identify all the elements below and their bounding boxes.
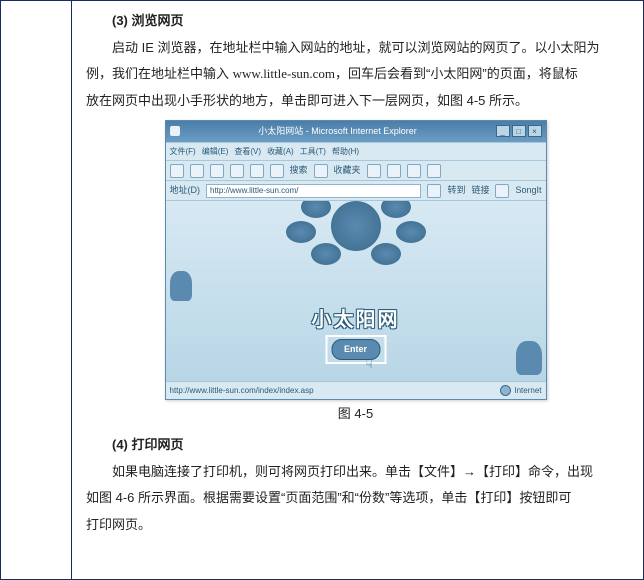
ie-window: 小太阳网站 - Microsoft Internet Explorer _ □ … — [165, 120, 547, 401]
figure-caption: 图 4-5 — [86, 402, 625, 427]
forward-icon[interactable] — [190, 164, 204, 178]
menu-edit[interactable]: 编辑(E) — [202, 144, 229, 159]
address-input[interactable] — [206, 184, 421, 198]
window-title: 小太阳网站 - Microsoft Internet Explorer — [184, 123, 492, 140]
songit-label[interactable]: SongIt — [515, 182, 541, 199]
status-zone: Internet — [500, 383, 541, 398]
sun-petal — [371, 243, 401, 265]
section-heading-browse: (3) 浏览网页 — [86, 9, 625, 34]
menu-favorites[interactable]: 收藏(A) — [267, 144, 294, 159]
figure-ie-screenshot: 小太阳网站 - Microsoft Internet Explorer _ □ … — [86, 120, 625, 401]
menu-help[interactable]: 帮助(H) — [332, 144, 359, 159]
paragraph-line: 如图 4-6 所示界面。根据需要设置“页面范围”和“份数”等选项，单击【打印】按… — [86, 486, 625, 511]
paragraph-line: 例，我们在地址栏中输入 www.little-sun.com，回车后会看到“小太… — [86, 62, 625, 87]
section-title: 打印网页 — [132, 437, 184, 452]
sun-petal — [396, 221, 426, 243]
search-icon[interactable] — [270, 164, 284, 178]
mascot-right — [516, 341, 542, 375]
mascot-left — [170, 271, 192, 301]
zone-label: Internet — [514, 383, 541, 398]
window-titlebar: 小太阳网站 - Microsoft Internet Explorer _ □ … — [166, 121, 546, 142]
mail-icon[interactable] — [407, 164, 421, 178]
go-icon[interactable] — [427, 184, 441, 198]
search-label[interactable]: 搜索 — [290, 162, 308, 179]
back-icon[interactable] — [170, 164, 184, 178]
status-url: http://www.little-sun.com/index/index.as… — [170, 383, 314, 398]
text-run: 例，我们在地址栏中输入 — [86, 66, 233, 81]
favorites-icon[interactable] — [314, 164, 328, 178]
paragraph-line: 打印网页。 — [86, 513, 625, 538]
section-num: (4) — [112, 437, 128, 452]
site-logo-text: 小太阳网 — [312, 301, 400, 339]
sun-petal — [311, 243, 341, 265]
menu-bar: 文件(F) 编辑(E) 查看(V) 收藏(A) 工具(T) 帮助(H) — [166, 142, 546, 160]
content-column: (3) 浏览网页 启动 IE 浏览器，在地址栏中输入网站的地址，就可以浏览网站的… — [72, 1, 643, 579]
minimize-button[interactable]: _ — [496, 125, 510, 137]
url-text: www.little-sun.com — [233, 66, 335, 81]
enter-button[interactable]: Enter — [325, 335, 386, 364]
sun-petal — [381, 200, 411, 218]
sun-center — [331, 201, 381, 251]
sun-petal — [286, 221, 316, 243]
history-icon[interactable] — [387, 164, 401, 178]
links-label[interactable]: 链接 — [471, 182, 489, 199]
address-bar: 地址(D) 转到 链接 SongIt — [166, 180, 546, 200]
menu-view[interactable]: 查看(V) — [234, 144, 261, 159]
section-num: (3) — [112, 13, 128, 28]
paragraph-line: 启动 IE 浏览器，在地址栏中输入网站的地址，就可以浏览网站的网页了。以小太阳为 — [86, 36, 625, 61]
sun-petal — [301, 200, 331, 218]
section-heading-print: (4) 打印网页 — [86, 433, 625, 458]
toolbar-nav: 搜索 收藏夹 — [166, 160, 546, 180]
left-margin-column — [1, 1, 72, 579]
menu-tools[interactable]: 工具(T) — [300, 144, 326, 159]
refresh-icon[interactable] — [230, 164, 244, 178]
sun-graphic — [286, 200, 426, 271]
close-button[interactable]: × — [528, 125, 542, 137]
paragraph-line: 如果电脑连接了打印机，则可将网页打印出来。单击【文件】→【打印】命令，出现 — [86, 460, 625, 485]
ie-icon — [170, 126, 180, 136]
page-content: 小太阳网 Enter ☟ — [166, 200, 546, 381]
globe-icon — [500, 385, 511, 396]
menu-file[interactable]: 文件(F) — [170, 144, 196, 159]
media-icon[interactable] — [367, 164, 381, 178]
print-icon[interactable] — [427, 164, 441, 178]
home-icon[interactable] — [250, 164, 264, 178]
maximize-button[interactable]: □ — [512, 125, 526, 137]
go-label[interactable]: 转到 — [447, 182, 465, 199]
hand-cursor-icon: ☟ — [366, 353, 373, 376]
status-bar: http://www.little-sun.com/index/index.as… — [166, 381, 546, 399]
songit-icon[interactable] — [495, 184, 509, 198]
text-run: ，回车后会看到“小太阳网”的页面，将鼠标 — [335, 66, 578, 81]
address-label: 地址(D) — [170, 182, 201, 199]
paragraph-line: 放在网页中出现小手形状的地方，单击即可进入下一层网页，如图 4-5 所示。 — [86, 89, 625, 114]
favorites-label[interactable]: 收藏夹 — [334, 162, 361, 179]
section-title: 浏览网页 — [132, 13, 184, 28]
window-buttons: _ □ × — [496, 125, 542, 137]
stop-icon[interactable] — [210, 164, 224, 178]
